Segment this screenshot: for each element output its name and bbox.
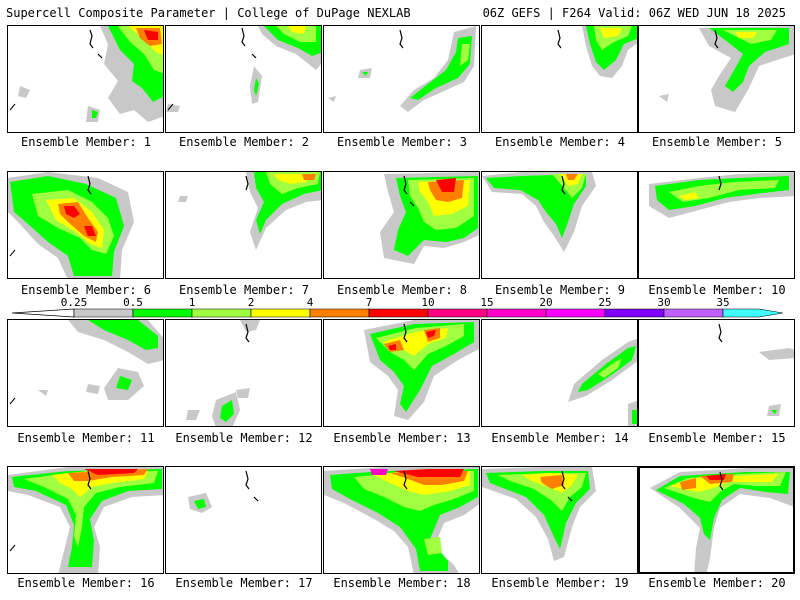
map-panel-13[interactable] (323, 319, 480, 427)
member-label-16: Ensemble Member: 16 (17, 576, 155, 590)
member-label-5: Ensemble Member: 5 (651, 135, 783, 149)
map-panel-8[interactable] (323, 171, 480, 279)
member-label-18: Ensemble Member: 18 (333, 576, 471, 590)
header-right: 06Z GEFS | F264 Valid: 06Z WED JUN 18 20… (482, 6, 786, 20)
colorbar-segment (191, 308, 252, 318)
map-panel-4[interactable] (481, 25, 638, 133)
colorbar-tick-label: 7 (365, 296, 373, 309)
member-label-14: Ensemble Member: 14 (491, 431, 629, 445)
map-panel-19[interactable] (481, 466, 638, 574)
member-label-12: Ensemble Member: 12 (175, 431, 313, 445)
colorbar-tick-label: 4 (306, 296, 314, 309)
map-panel-3[interactable] (323, 25, 480, 133)
colorbar-tick-label: 30 (657, 296, 671, 309)
map-panel-1[interactable] (7, 25, 164, 133)
member-label-13: Ensemble Member: 13 (333, 431, 471, 445)
colorbar-segment (545, 308, 606, 318)
map-panel-9[interactable] (481, 171, 638, 279)
member-label-19: Ensemble Member: 19 (491, 576, 629, 590)
colorbar-tick-label: 0.25 (60, 296, 88, 309)
member-label-8: Ensemble Member: 8 (336, 283, 468, 297)
colorbar-tick-label: 20 (539, 296, 553, 309)
map-panel-5[interactable] (638, 25, 795, 133)
member-label-17: Ensemble Member: 17 (175, 576, 313, 590)
colorbar-segment (73, 308, 134, 318)
map-panel-10[interactable] (638, 171, 795, 279)
colorbar-segment (663, 308, 724, 318)
map-panel-20[interactable] (638, 466, 795, 574)
colorbar-tick-label: 1 (188, 296, 196, 309)
map-panel-14[interactable] (481, 319, 638, 427)
member-label-15: Ensemble Member: 15 (648, 431, 786, 445)
colorbar-segment (250, 308, 311, 318)
member-label-7: Ensemble Member: 7 (178, 283, 310, 297)
colorbar-cap-left (11, 308, 75, 318)
map-panel-2[interactable] (165, 25, 322, 133)
map-panel-17[interactable] (165, 466, 322, 574)
colorbar-tick-label: 25 (598, 296, 612, 309)
member-label-6: Ensemble Member: 6 (20, 283, 152, 297)
map-panel-11[interactable] (7, 319, 164, 427)
member-label-3: Ensemble Member: 3 (336, 135, 468, 149)
map-panel-16[interactable] (7, 466, 164, 574)
member-label-11: Ensemble Member: 11 (17, 431, 155, 445)
map-panel-15[interactable] (638, 319, 795, 427)
member-label-10: Ensemble Member: 10 (648, 283, 786, 297)
colorbar-tick-label: 0.5 (123, 296, 143, 309)
colorbar-tick-label: 35 (716, 296, 730, 309)
colorbar (11, 308, 784, 318)
colorbar-segment (604, 308, 665, 318)
member-label-4: Ensemble Member: 4 (494, 135, 626, 149)
member-label-9: Ensemble Member: 9 (494, 283, 626, 297)
map-panel-18[interactable] (323, 466, 480, 574)
header-left: Supercell Composite Parameter | College … (6, 6, 411, 20)
member-label-2: Ensemble Member: 2 (178, 135, 310, 149)
member-label-20: Ensemble Member: 20 (648, 576, 786, 590)
colorbar-segment (427, 308, 488, 318)
colorbar-segment (722, 308, 784, 318)
map-panel-12[interactable] (165, 319, 322, 427)
map-panel-6[interactable] (7, 171, 164, 279)
colorbar-segment (368, 308, 429, 318)
map-panel-7[interactable] (165, 171, 322, 279)
colorbar-segment (132, 308, 193, 318)
colorbar-tick-label: 10 (421, 296, 435, 309)
colorbar-tick-label: 2 (247, 296, 255, 309)
colorbar-segment (486, 308, 547, 318)
colorbar-tick-label: 15 (480, 296, 494, 309)
colorbar-segment (309, 308, 370, 318)
member-label-1: Ensemble Member: 1 (20, 135, 152, 149)
